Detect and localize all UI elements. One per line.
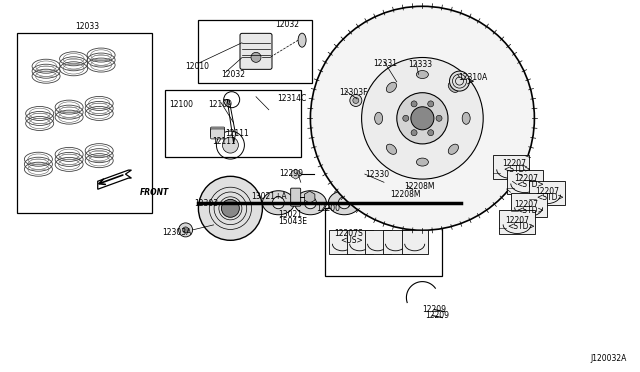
- Ellipse shape: [448, 144, 458, 154]
- Ellipse shape: [362, 191, 394, 215]
- Text: <STD>: <STD>: [516, 180, 543, 189]
- Text: 12208M: 12208M: [404, 182, 435, 191]
- Circle shape: [353, 97, 359, 103]
- Bar: [507, 170, 543, 193]
- Circle shape: [411, 130, 417, 136]
- Bar: [383, 230, 408, 254]
- Ellipse shape: [298, 33, 306, 47]
- Ellipse shape: [417, 71, 428, 78]
- Circle shape: [401, 197, 412, 209]
- Circle shape: [251, 52, 261, 62]
- Text: 12330: 12330: [365, 170, 389, 179]
- Circle shape: [273, 197, 284, 209]
- Circle shape: [428, 101, 434, 107]
- FancyBboxPatch shape: [240, 33, 272, 69]
- Text: 12299: 12299: [279, 169, 303, 178]
- Bar: [365, 230, 390, 254]
- Text: 12111: 12111: [225, 129, 249, 138]
- Text: J120032A: J120032A: [591, 354, 627, 363]
- Text: 13021: 13021: [278, 210, 302, 219]
- Bar: [165, 90, 301, 157]
- Text: <STD>: <STD>: [507, 222, 534, 231]
- Circle shape: [339, 197, 350, 209]
- Circle shape: [372, 197, 383, 209]
- FancyBboxPatch shape: [211, 129, 225, 139]
- Bar: [347, 230, 372, 254]
- Circle shape: [198, 176, 262, 240]
- Circle shape: [449, 71, 470, 91]
- Text: <STD>: <STD>: [503, 165, 531, 174]
- Text: 12109: 12109: [208, 100, 232, 109]
- Text: <STD>: <STD>: [516, 206, 543, 215]
- Text: <US>: <US>: [340, 236, 363, 245]
- Circle shape: [397, 93, 448, 144]
- Text: 12032: 12032: [275, 20, 300, 29]
- Text: 12207: 12207: [502, 159, 526, 168]
- Text: 12207: 12207: [515, 200, 539, 209]
- Text: 12200: 12200: [316, 204, 340, 213]
- Polygon shape: [98, 170, 131, 189]
- Text: 12207: 12207: [535, 187, 559, 196]
- Circle shape: [305, 197, 316, 209]
- Bar: [511, 193, 547, 217]
- Ellipse shape: [390, 191, 422, 215]
- Text: 12111: 12111: [212, 137, 236, 146]
- Circle shape: [182, 227, 189, 233]
- Text: 12314C: 12314C: [277, 94, 307, 103]
- Circle shape: [411, 101, 417, 107]
- Text: 13021+A: 13021+A: [252, 192, 287, 201]
- Text: 12209: 12209: [425, 311, 449, 320]
- Bar: [493, 155, 529, 179]
- Bar: [325, 208, 442, 276]
- Bar: [529, 181, 564, 205]
- Text: 12207: 12207: [515, 174, 539, 183]
- Ellipse shape: [374, 112, 383, 124]
- Circle shape: [411, 107, 434, 130]
- Circle shape: [362, 58, 483, 179]
- Bar: [499, 211, 535, 234]
- Circle shape: [428, 130, 434, 136]
- Ellipse shape: [417, 158, 428, 166]
- Text: <STD>: <STD>: [536, 193, 564, 202]
- Circle shape: [221, 199, 239, 217]
- Text: 12209: 12209: [422, 305, 447, 314]
- Ellipse shape: [328, 191, 360, 215]
- Circle shape: [223, 137, 238, 153]
- Text: 12010: 12010: [186, 62, 210, 71]
- Circle shape: [350, 94, 362, 106]
- Text: 12303F: 12303F: [339, 88, 368, 97]
- Text: 12333: 12333: [408, 60, 433, 69]
- Circle shape: [436, 115, 442, 121]
- Bar: [330, 230, 355, 254]
- Ellipse shape: [387, 82, 397, 92]
- Text: 12033: 12033: [75, 22, 99, 31]
- Text: 12303A: 12303A: [162, 228, 191, 237]
- Text: 12100: 12100: [169, 100, 193, 109]
- Text: 12303: 12303: [194, 199, 218, 208]
- Ellipse shape: [448, 82, 458, 92]
- Circle shape: [310, 6, 534, 230]
- Bar: [198, 20, 312, 83]
- Text: 12208M: 12208M: [390, 190, 421, 199]
- Text: FRONT: FRONT: [140, 188, 169, 197]
- Circle shape: [179, 223, 193, 237]
- Text: 12207S: 12207S: [334, 229, 363, 238]
- Circle shape: [403, 115, 409, 121]
- Bar: [402, 230, 428, 254]
- Text: 12331: 12331: [373, 59, 397, 68]
- Text: 15043E: 15043E: [278, 217, 307, 226]
- Text: 12310A: 12310A: [458, 73, 488, 82]
- Bar: [17, 33, 152, 213]
- Text: 12032: 12032: [221, 70, 244, 79]
- FancyBboxPatch shape: [211, 127, 225, 137]
- Ellipse shape: [462, 112, 470, 124]
- Ellipse shape: [262, 191, 294, 215]
- Ellipse shape: [387, 144, 397, 154]
- FancyBboxPatch shape: [291, 188, 301, 206]
- Ellipse shape: [294, 191, 326, 215]
- Text: 12207: 12207: [506, 216, 530, 225]
